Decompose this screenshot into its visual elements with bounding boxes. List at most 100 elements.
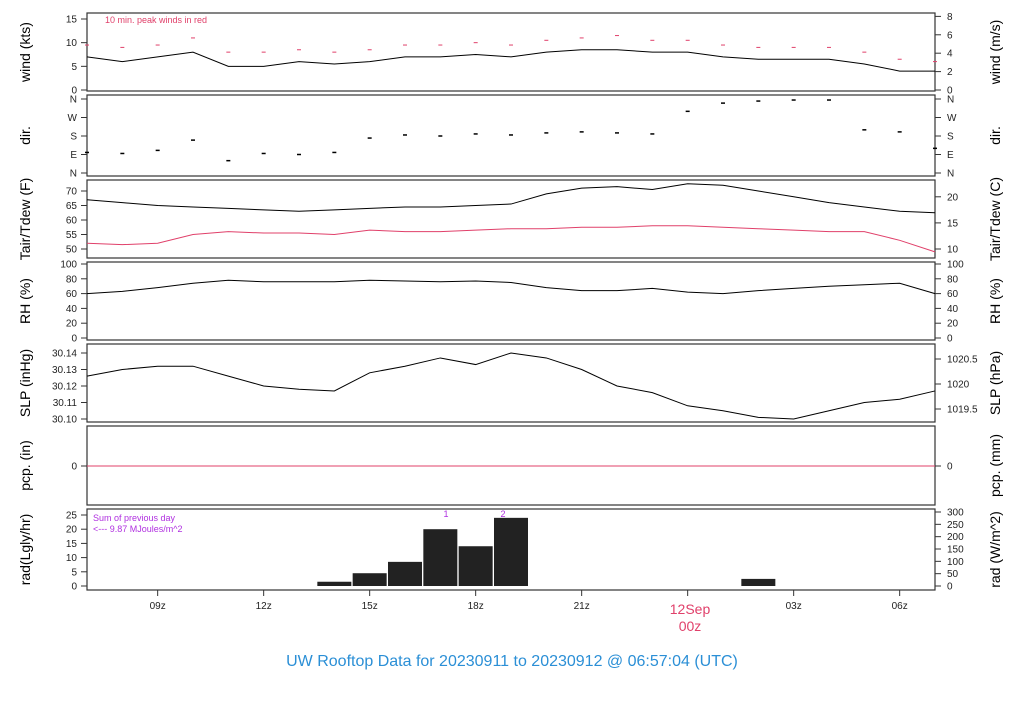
dir-ytick-right-label: E — [947, 150, 954, 161]
rad-ytick-right-label: 0 — [947, 582, 953, 593]
tair-line — [86, 183, 936, 214]
rad-bar — [388, 561, 422, 586]
dir-ytick-right-label: N — [947, 95, 954, 106]
rh-ytick-right-label: 80 — [947, 274, 959, 285]
x-tick-label: 15z — [362, 601, 378, 612]
rad-ytick-right-label: 50 — [947, 569, 959, 580]
rh-ylabel: RH (%) — [17, 278, 33, 324]
dir-ytick-label: N — [70, 95, 77, 106]
dir-ytick-label: W — [68, 113, 78, 124]
rad-ytick-label: 20 — [66, 525, 78, 536]
wind-ytick-label: 0 — [71, 86, 77, 97]
wind-ylabel-right: wind (m/s) — [987, 20, 1003, 86]
rad-ytick-right-label: 300 — [947, 508, 964, 519]
rh-ytick-right-label: 40 — [947, 304, 959, 315]
slp-ytick-label: 30.11 — [53, 398, 78, 409]
slp-ytick-right-label: 1020.5 — [947, 355, 978, 366]
temp-ytick-label: 60 — [66, 216, 78, 227]
rad-note-line2: <--- 9.87 MJoules/m^2 — [93, 524, 183, 534]
rad-bar — [494, 517, 528, 586]
slp-panel-frame — [86, 343, 936, 423]
rh-ytick-label: 20 — [66, 319, 78, 330]
temp-panel-frame — [86, 179, 936, 259]
wind-ylabel: wind (kts) — [17, 22, 33, 83]
rh-ytick-right-label: 100 — [947, 260, 964, 271]
rad-bar — [458, 546, 493, 586]
peak-wind-annotation: 10 min. peak winds in red — [105, 15, 207, 25]
slp-ytick-label: 30.10 — [52, 415, 77, 426]
pcp-ylabel-right: pcp. (mm) — [987, 434, 1003, 497]
wind-ytick-right-label: 6 — [947, 30, 953, 41]
chart-title: UW Rooftop Data for 20230911 to 20230912… — [286, 653, 738, 670]
rh-ytick-label: 60 — [66, 289, 78, 300]
rad-ytick-right-label: 150 — [947, 545, 964, 556]
dir-ytick-label: E — [70, 150, 77, 161]
slp-line — [86, 352, 936, 420]
dir-ytick-right-label: W — [947, 113, 957, 124]
rh-ytick-label: 0 — [71, 334, 77, 345]
temp-ytick-right-label: 20 — [947, 192, 959, 203]
slp-ylabel: SLP (inHg) — [17, 349, 33, 417]
rh-ytick-right-label: 20 — [947, 319, 959, 330]
rad-bar — [352, 573, 387, 586]
rad-ytick-right-label: 250 — [947, 520, 964, 531]
temp-ytick-label: 50 — [66, 245, 78, 256]
tdew-line — [86, 225, 936, 253]
rh-ylabel-right: RH (%) — [987, 278, 1003, 324]
rad-ytick-label: 0 — [71, 582, 77, 593]
wind-panel-frame — [86, 12, 936, 92]
x-tick-label: 12z — [256, 601, 272, 612]
rad-marker-1: 1 — [443, 509, 448, 519]
rad-marker-2: 2 — [500, 509, 505, 519]
slp-ytick-label: 30.12 — [52, 382, 77, 393]
wind-ytick-right-label: 4 — [947, 49, 953, 60]
rad-note-line1: Sum of previous day — [93, 513, 176, 523]
dir-ylabel-right: dir. — [987, 126, 1003, 145]
x-tick-label: 06z — [892, 601, 908, 612]
wind-ytick-right-label: 0 — [947, 86, 953, 97]
rad-ylabel: rad(Lgly/hr) — [17, 514, 33, 586]
slp-ylabel-right: SLP (hPa) — [987, 351, 1003, 415]
rad-ytick-label: 10 — [66, 553, 78, 564]
slp-ytick-label: 30.13 — [52, 365, 77, 376]
wind-series-line — [86, 49, 935, 72]
date-label: 12Sep — [670, 601, 711, 617]
temp-ylabel-right: Tair/Tdew (C) — [987, 177, 1003, 261]
pcp-ylabel: pcp. (in) — [17, 440, 33, 491]
rad-bar — [423, 529, 458, 586]
x-tick-label: 21z — [574, 601, 590, 612]
rad-ytick-right-label: 100 — [947, 557, 964, 568]
temp-ytick-label: 65 — [66, 201, 78, 212]
rh-ytick-right-label: 0 — [947, 334, 953, 345]
dir-ytick-right-label: N — [947, 169, 954, 180]
rad-ytick-label: 25 — [66, 511, 78, 522]
rad-ytick-label: 15 — [66, 539, 78, 550]
dir-ylabel: dir. — [17, 126, 33, 145]
wind-ytick-label: 5 — [71, 62, 77, 73]
rh-ytick-label: 40 — [66, 304, 78, 315]
dir-ytick-label: S — [70, 132, 77, 143]
temp-ytick-right-label: 10 — [947, 245, 959, 256]
x-tick-label: 18z — [468, 601, 484, 612]
temp-ytick-label: 70 — [66, 187, 78, 198]
rh-panel-frame — [86, 261, 936, 341]
rh-ytick-label: 100 — [60, 260, 77, 271]
rad-ytick-right-label: 200 — [947, 532, 964, 543]
temp-ytick-right-label: 15 — [947, 218, 959, 229]
temp-ylabel: Tair/Tdew (F) — [17, 178, 33, 260]
date-sub-label: 00z — [679, 618, 702, 634]
rh-line — [86, 279, 936, 295]
dir-ytick-right-label: S — [947, 132, 954, 143]
rad-ylabel-right: rad (W/m^2) — [987, 511, 1003, 588]
dir-ytick-label: N — [70, 169, 77, 180]
slp-ytick-right-label: 1019.5 — [947, 405, 978, 416]
wind-ytick-right-label: 2 — [947, 67, 953, 78]
rad-ytick-label: 5 — [71, 567, 77, 578]
x-tick-label: 03z — [786, 601, 802, 612]
rad-bar — [741, 578, 776, 586]
wind-ytick-label: 10 — [66, 38, 78, 49]
wind-ytick-label: 15 — [66, 15, 78, 26]
pcp-ytick-right-label: 0 — [947, 462, 953, 473]
temp-ytick-label: 55 — [66, 230, 78, 241]
